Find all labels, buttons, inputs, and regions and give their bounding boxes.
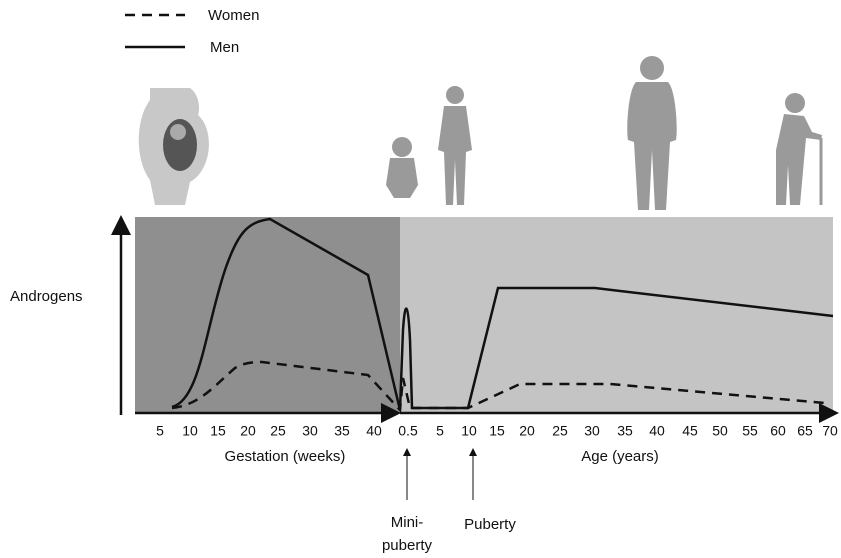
x-tick-label: 15 <box>489 423 505 439</box>
x-tick-label: 30 <box>302 423 318 439</box>
x-tick-label: 70 <box>822 423 838 439</box>
age-title: Age (years) <box>581 448 659 465</box>
x-tick-label: 45 <box>682 423 698 439</box>
baby-silhouette <box>386 137 418 198</box>
gestation-panel <box>135 217 400 414</box>
x-tick-label: 5 <box>156 423 164 439</box>
y-axis-label: Androgens <box>10 288 83 305</box>
x-tick-label: 40 <box>649 423 665 439</box>
legend-women: Women <box>208 7 259 24</box>
x-tick-label: 25 <box>552 423 568 439</box>
gestation-title: Gestation (weeks) <box>225 448 346 465</box>
minipuberty-label: Mini- <box>391 514 424 531</box>
x-tick-label: 20 <box>519 423 535 439</box>
age-ticks: 0.5 5 10 15 20 25 30 35 40 45 50 55 60 65 70 <box>398 423 838 439</box>
x-tick-label: 20 <box>240 423 256 439</box>
x-tick-label: 40 <box>366 423 382 439</box>
x-tick-label: 5 <box>436 423 444 439</box>
x-tick-label: 50 <box>712 423 728 439</box>
x-tick-label: 0.5 <box>398 423 418 439</box>
adult-silhouette <box>627 56 676 210</box>
child-silhouette <box>438 86 472 205</box>
x-tick-label: 15 <box>210 423 226 439</box>
pregnancy-silhouette <box>139 88 209 205</box>
minipuberty-label: puberty <box>382 537 433 554</box>
x-tick-label: 60 <box>770 423 786 439</box>
x-tick-label: 35 <box>334 423 350 439</box>
x-tick-label: 30 <box>584 423 600 439</box>
figure: Women Men Androgens 5 10 15 20 25 30 35 40 0.5 5… <box>0 0 841 558</box>
gestation-ticks: 5 10 15 20 25 30 35 40 <box>156 423 382 439</box>
x-tick-label: 25 <box>270 423 286 439</box>
x-tick-label: 10 <box>461 423 477 439</box>
x-tick-label: 35 <box>617 423 633 439</box>
x-tick-label: 65 <box>797 423 813 439</box>
elderly-silhouette <box>776 93 822 205</box>
x-tick-label: 10 <box>182 423 198 439</box>
puberty-label: Puberty <box>464 516 516 533</box>
legend-men: Men <box>210 39 239 56</box>
x-tick-label: 55 <box>742 423 758 439</box>
